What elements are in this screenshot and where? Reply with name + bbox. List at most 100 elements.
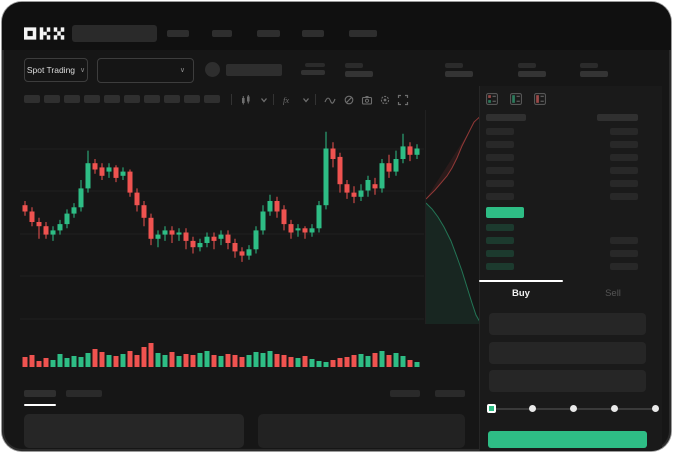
ask-price-placeholder bbox=[486, 128, 514, 135]
volume-canvas bbox=[22, 343, 420, 367]
chart-type-candles-icon[interactable] bbox=[240, 94, 252, 106]
bid-price-placeholder bbox=[486, 263, 514, 270]
slider-stop[interactable] bbox=[610, 405, 618, 412]
last-price-placeholder bbox=[301, 70, 325, 75]
bottom-action-placeholder[interactable] bbox=[390, 390, 420, 397]
order-history-panel-placeholder bbox=[258, 414, 465, 448]
ask-amount-placeholder bbox=[610, 180, 638, 187]
open-orders-panel-placeholder bbox=[24, 414, 244, 448]
timeframe-button-placeholder[interactable] bbox=[24, 95, 40, 103]
slider-handle[interactable] bbox=[486, 404, 496, 413]
stat-value-placeholder bbox=[345, 71, 373, 77]
tab-buy[interactable]: Buy bbox=[512, 288, 530, 299]
fullscreen-icon[interactable] bbox=[397, 94, 409, 106]
nav-item-placeholder[interactable] bbox=[257, 30, 280, 37]
indicators-fx-icon[interactable]: fx bbox=[282, 94, 294, 106]
ask-price-placeholder bbox=[486, 193, 514, 200]
total-input[interactable] bbox=[489, 370, 646, 392]
line-tool-icon[interactable] bbox=[324, 94, 336, 106]
slider-stop[interactable] bbox=[528, 405, 536, 412]
bid-price-placeholder bbox=[486, 224, 514, 231]
nav-item-placeholder[interactable] bbox=[212, 30, 232, 37]
amount-input[interactable] bbox=[489, 342, 646, 364]
bid-amount-placeholder bbox=[610, 237, 638, 244]
market-type-dropdown[interactable]: Spot Trading ∨ bbox=[24, 58, 88, 82]
bottom-action-placeholder[interactable] bbox=[435, 390, 465, 397]
bid-amount-placeholder bbox=[610, 250, 638, 257]
pair-dropdown[interactable]: ∨ bbox=[97, 58, 194, 83]
okx-logo[interactable] bbox=[24, 27, 66, 40]
price-input[interactable] bbox=[489, 313, 646, 335]
stat-label-placeholder bbox=[345, 63, 363, 68]
toolbar-divider bbox=[231, 94, 232, 105]
ask-amount-placeholder bbox=[610, 167, 638, 174]
depth-canvas bbox=[426, 110, 483, 324]
coin-avatar bbox=[205, 62, 220, 77]
timeframe-button-placeholder[interactable] bbox=[184, 95, 200, 103]
camera-icon[interactable] bbox=[361, 94, 373, 106]
ask-price-placeholder bbox=[486, 167, 514, 174]
book-asks-icon[interactable] bbox=[534, 93, 546, 105]
bottom-tab-underline bbox=[24, 404, 56, 406]
slider-stop[interactable] bbox=[651, 405, 659, 412]
stat-label-placeholder bbox=[445, 63, 463, 68]
candlestick-chart[interactable] bbox=[20, 111, 424, 337]
timeframe-button-placeholder[interactable] bbox=[204, 95, 220, 103]
candles-canvas[interactable] bbox=[20, 111, 424, 337]
bottom-tab-placeholder[interactable] bbox=[66, 390, 102, 397]
volume-chart bbox=[20, 341, 424, 368]
bid-price-placeholder bbox=[486, 237, 514, 244]
chevron-down-icon[interactable] bbox=[300, 94, 312, 106]
chart-depth-divider bbox=[425, 110, 426, 324]
market-type-label: Spot Trading bbox=[26, 65, 76, 75]
bid-amount-placeholder bbox=[610, 263, 638, 270]
ask-amount-placeholder bbox=[610, 141, 638, 148]
stat-value-placeholder bbox=[518, 71, 546, 77]
ask-amount-placeholder bbox=[610, 154, 638, 161]
nav-item-placeholder[interactable] bbox=[167, 30, 189, 37]
nav-item-placeholder[interactable] bbox=[302, 30, 324, 37]
bottom-tab-active-placeholder[interactable] bbox=[24, 390, 56, 397]
ask-price-placeholder bbox=[486, 180, 514, 187]
ask-price-placeholder bbox=[486, 154, 514, 161]
search-input[interactable] bbox=[72, 25, 157, 42]
buy-tab-underline bbox=[479, 280, 563, 282]
settings-icon[interactable] bbox=[379, 94, 391, 106]
chevron-down-icon: ∨ bbox=[179, 67, 185, 74]
last-price-badge bbox=[486, 207, 524, 218]
timeframe-button-placeholder[interactable] bbox=[44, 95, 60, 103]
tab-sell[interactable]: Sell bbox=[605, 288, 621, 299]
stat-label-placeholder bbox=[580, 63, 598, 68]
timeframe-button-placeholder[interactable] bbox=[164, 95, 180, 103]
orderbook-price-header-placeholder bbox=[486, 114, 526, 121]
price-change-placeholder bbox=[305, 63, 325, 67]
depth-chart bbox=[426, 110, 483, 324]
ask-amount-placeholder bbox=[610, 128, 638, 135]
timeframe-button-placeholder[interactable] bbox=[104, 95, 120, 103]
chevron-down-icon: ∨ bbox=[80, 66, 86, 74]
eraser-icon[interactable] bbox=[343, 94, 355, 106]
toolbar-divider bbox=[273, 94, 274, 105]
book-bids-icon[interactable] bbox=[510, 93, 522, 105]
chevron-down-icon[interactable] bbox=[258, 94, 270, 106]
orderbook-amount-header-placeholder bbox=[597, 114, 638, 121]
timeframe-button-placeholder[interactable] bbox=[124, 95, 140, 103]
okx-logo-icon bbox=[24, 27, 65, 40]
timeframe-button-placeholder[interactable] bbox=[84, 95, 100, 103]
stat-value-placeholder bbox=[580, 71, 608, 77]
bid-price-placeholder bbox=[486, 250, 514, 257]
timeframe-button-placeholder[interactable] bbox=[144, 95, 160, 103]
book-both-icon[interactable] bbox=[486, 93, 498, 105]
stat-label-placeholder bbox=[518, 63, 536, 68]
timeframe-button-placeholder[interactable] bbox=[64, 95, 80, 103]
ask-amount-placeholder bbox=[610, 193, 638, 200]
toolbar-divider bbox=[315, 94, 316, 105]
stat-value-placeholder bbox=[445, 71, 473, 77]
nav-item-placeholder[interactable] bbox=[349, 30, 377, 37]
slider-stop[interactable] bbox=[569, 405, 577, 412]
ask-price-placeholder bbox=[486, 141, 514, 148]
buy-submit-button[interactable] bbox=[488, 431, 647, 448]
svg-text:fx: fx bbox=[283, 95, 289, 105]
pair-name-placeholder bbox=[226, 64, 282, 76]
